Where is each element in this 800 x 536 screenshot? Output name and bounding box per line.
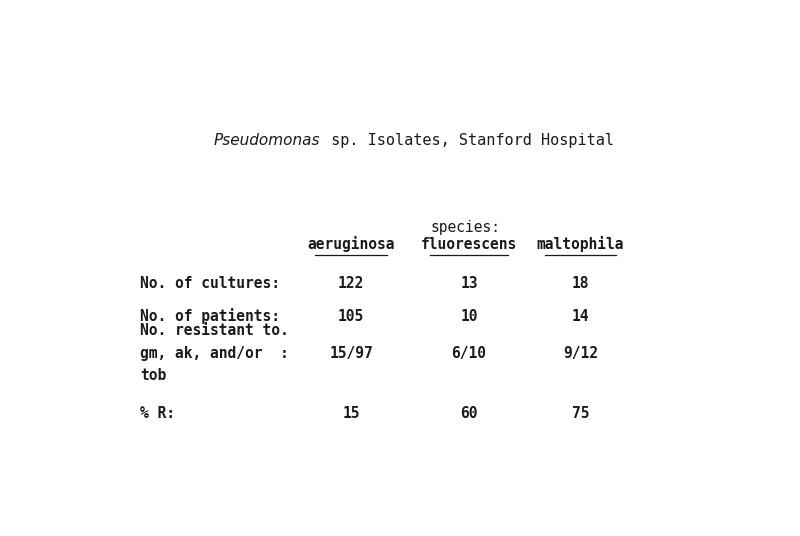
Text: 122: 122 bbox=[338, 277, 364, 292]
Text: 6/10: 6/10 bbox=[451, 346, 486, 361]
Text: Pseudomonas: Pseudomonas bbox=[214, 133, 320, 148]
Text: 15: 15 bbox=[342, 406, 360, 421]
Text: 60: 60 bbox=[460, 406, 478, 421]
Text: aeruginosa: aeruginosa bbox=[307, 236, 395, 252]
Text: 9/12: 9/12 bbox=[563, 346, 598, 361]
Text: gm, ak, and/or  :: gm, ak, and/or : bbox=[140, 346, 289, 361]
Text: 18: 18 bbox=[572, 277, 590, 292]
Text: 15/97: 15/97 bbox=[330, 346, 373, 361]
Text: maltophila: maltophila bbox=[537, 236, 624, 252]
Text: 75: 75 bbox=[572, 406, 590, 421]
Text: No. of patients:: No. of patients: bbox=[140, 308, 280, 324]
Text: tob: tob bbox=[140, 368, 166, 383]
Text: fluorescens: fluorescens bbox=[421, 237, 517, 252]
Text: species:: species: bbox=[431, 220, 501, 235]
Text: No. of cultures:: No. of cultures: bbox=[140, 277, 280, 292]
Text: 10: 10 bbox=[460, 309, 478, 324]
Text: 14: 14 bbox=[572, 309, 590, 324]
Text: sp. Isolates, Stanford Hospital: sp. Isolates, Stanford Hospital bbox=[322, 133, 614, 148]
Text: No. resistant to.: No. resistant to. bbox=[140, 323, 289, 338]
Text: 105: 105 bbox=[338, 309, 364, 324]
Text: 13: 13 bbox=[460, 277, 478, 292]
Text: % R:: % R: bbox=[140, 406, 175, 421]
